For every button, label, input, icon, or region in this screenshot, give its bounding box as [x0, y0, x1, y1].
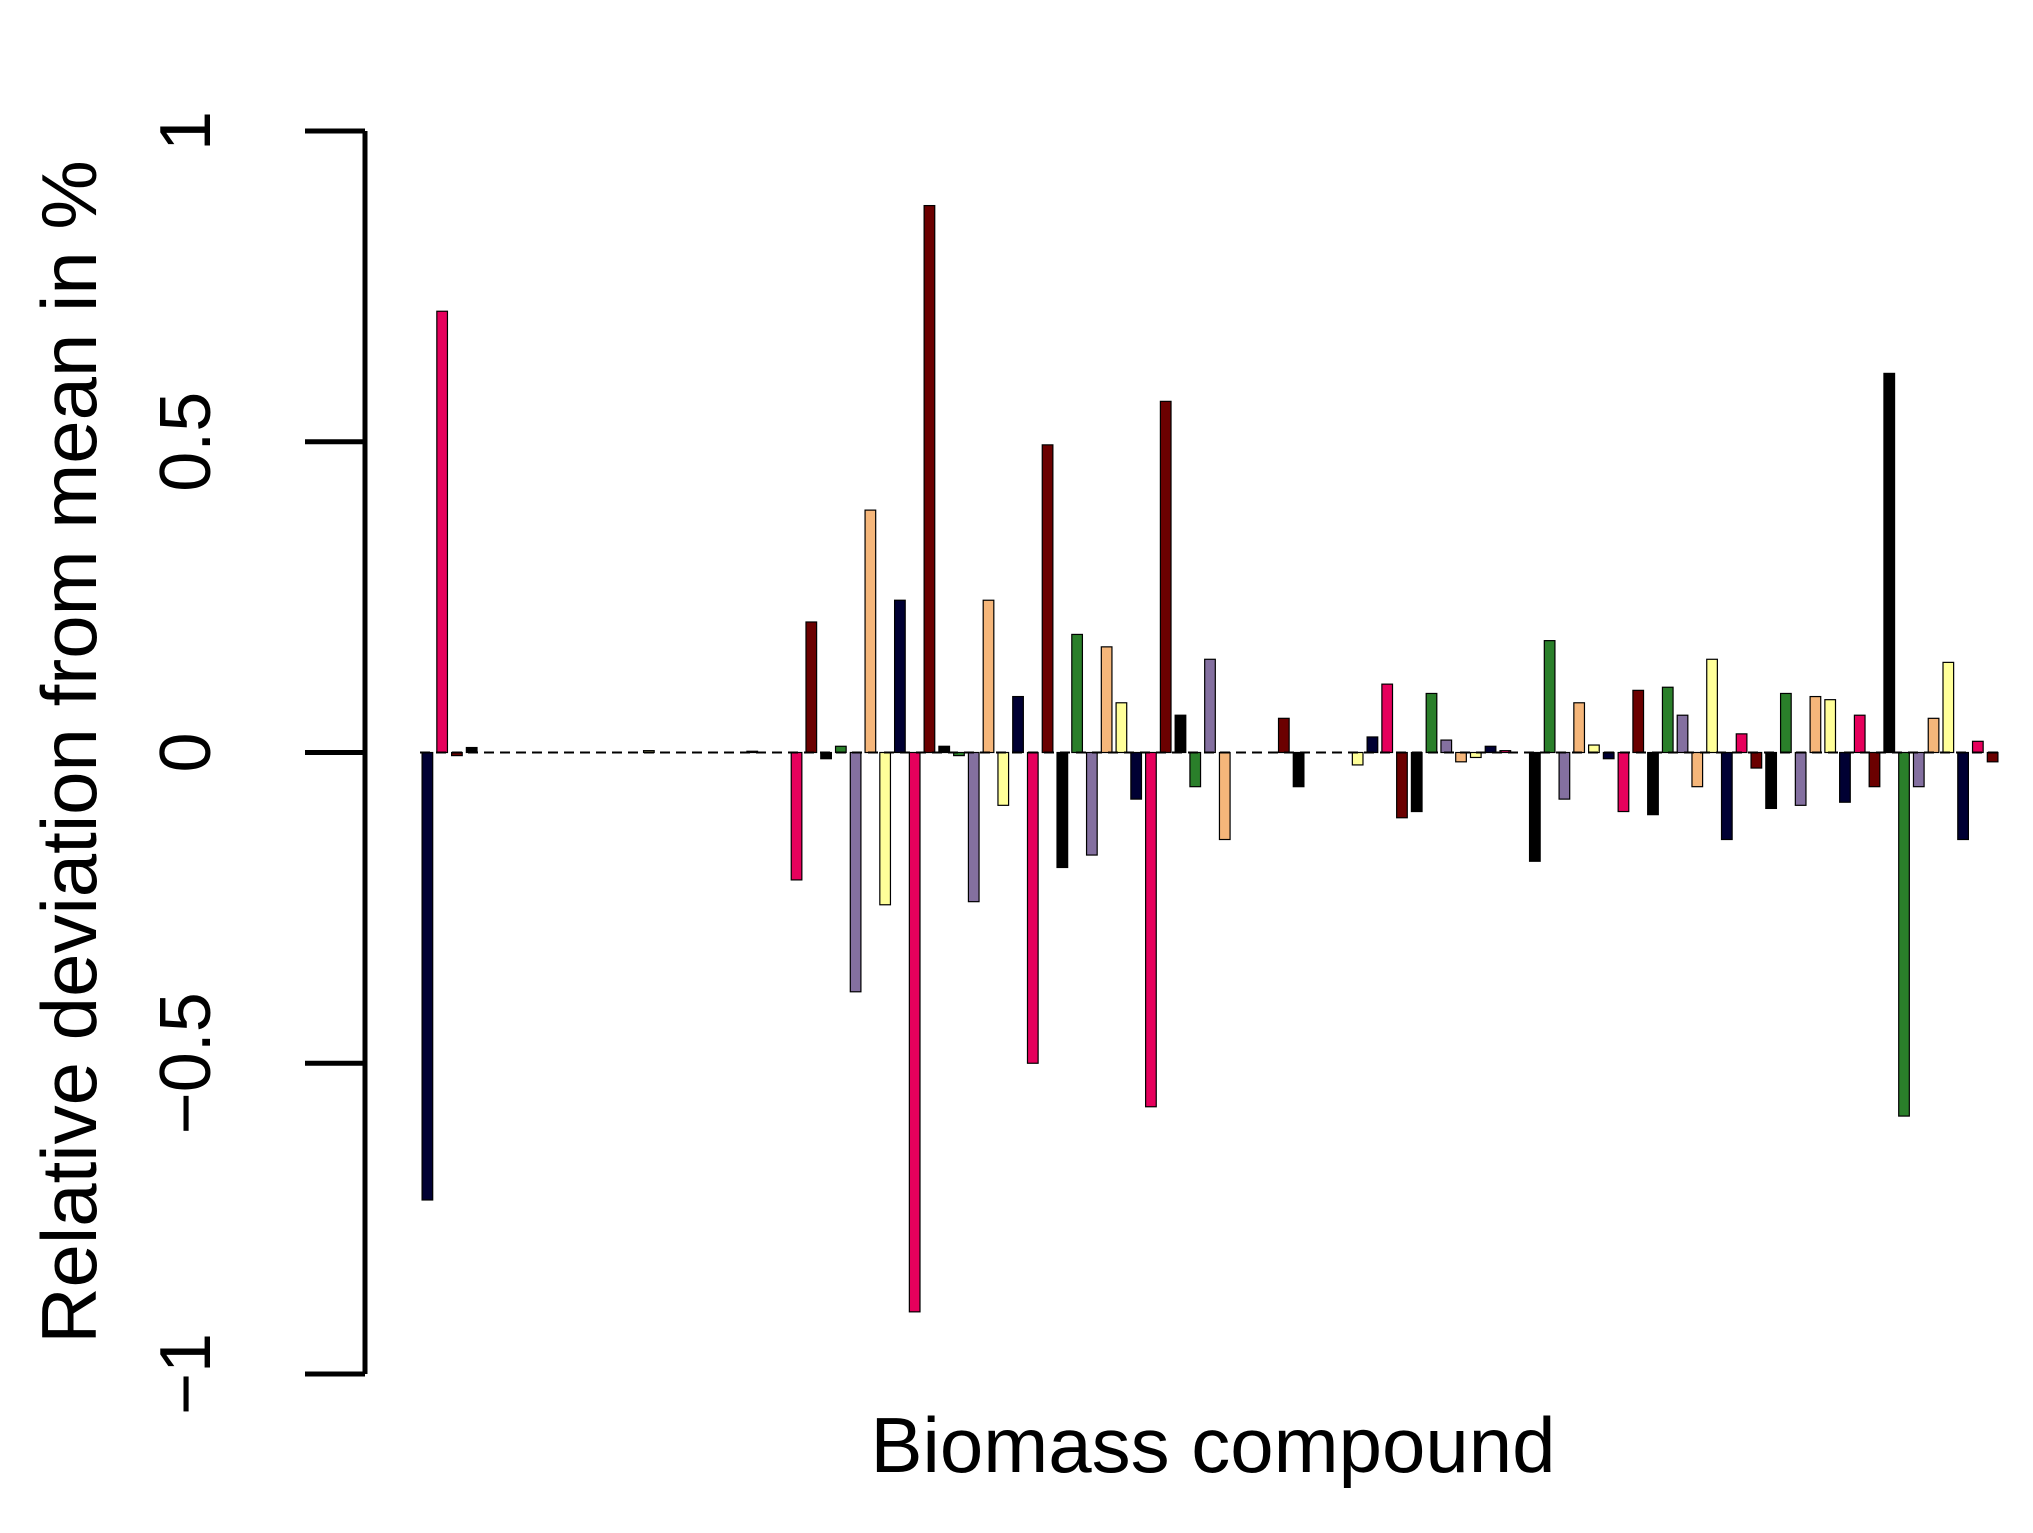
- bar-39: [982, 599, 995, 754]
- bar-84: [1647, 751, 1659, 816]
- y-tick-label: −1: [146, 1333, 226, 1415]
- bar-52: [1174, 714, 1187, 754]
- y-tick-label: 1: [146, 111, 226, 151]
- bar-95: [1809, 695, 1822, 754]
- bar-41: [1012, 695, 1024, 754]
- bar-92: [1765, 751, 1778, 810]
- bar-55: [1218, 751, 1231, 841]
- bar-48: [1115, 702, 1128, 754]
- bar-89: [1720, 751, 1733, 841]
- bar-40: [997, 751, 1010, 806]
- bar-26: [790, 751, 803, 881]
- bar-96: [1824, 699, 1837, 754]
- bar-1: [421, 751, 434, 1201]
- bar-86: [1676, 714, 1689, 754]
- bar-88: [1706, 658, 1718, 754]
- bar-38: [967, 751, 980, 903]
- bar-73: [1484, 745, 1497, 754]
- bar-51: [1159, 400, 1172, 754]
- bar-107: [1986, 751, 1999, 763]
- bar-72: [1469, 751, 1482, 759]
- bar-60: [1292, 751, 1305, 788]
- bar-98: [1853, 714, 1866, 754]
- bar-33: [893, 599, 906, 754]
- bar-59: [1277, 717, 1290, 754]
- bar-54: [1204, 658, 1216, 754]
- bar-69: [1425, 692, 1438, 754]
- bar-70: [1440, 739, 1453, 754]
- y-axis-title: Relative deviation from mean in %: [25, 160, 113, 1344]
- bar-93: [1779, 692, 1792, 754]
- bar-37: [953, 751, 965, 757]
- bar-82: [1617, 751, 1630, 813]
- bar-2: [436, 310, 449, 754]
- bar-32: [879, 751, 892, 906]
- bar-65: [1366, 736, 1379, 754]
- bar-31: [864, 509, 877, 754]
- bar-36: [938, 745, 951, 754]
- bar-35: [923, 204, 936, 754]
- bar-97: [1839, 751, 1851, 803]
- bar-50: [1145, 751, 1157, 1108]
- bar-99: [1868, 751, 1881, 788]
- bar-30: [849, 751, 862, 993]
- bar-90: [1735, 733, 1748, 754]
- bar-43: [1041, 444, 1054, 754]
- bar-34: [908, 751, 921, 1313]
- bar-49: [1130, 751, 1143, 800]
- y-tick-label: −0.5: [146, 992, 226, 1134]
- bar-79: [1573, 702, 1586, 754]
- bar-76: [1528, 751, 1541, 862]
- bar-64: [1351, 751, 1364, 766]
- bar-102: [1912, 751, 1925, 788]
- bar-101: [1898, 751, 1910, 1117]
- bar-94: [1794, 751, 1807, 806]
- bar-66: [1381, 683, 1394, 754]
- bar-44: [1056, 751, 1069, 869]
- y-tick-label: 0.5: [146, 392, 226, 492]
- bar-87: [1691, 751, 1704, 788]
- bar-91: [1750, 751, 1763, 769]
- bar-45: [1071, 633, 1084, 754]
- bar-77: [1543, 640, 1556, 754]
- y-tick-label: 0: [146, 732, 226, 772]
- bar-47: [1100, 646, 1113, 754]
- bar-67: [1396, 751, 1408, 819]
- bar-80: [1588, 744, 1600, 754]
- bar-103: [1927, 717, 1940, 754]
- bar-85: [1661, 686, 1674, 754]
- bar-53: [1189, 751, 1202, 788]
- bar-68: [1410, 751, 1423, 813]
- bar-104: [1942, 661, 1955, 754]
- bar-71: [1455, 751, 1467, 763]
- bar-78: [1558, 751, 1571, 800]
- bar-42: [1026, 751, 1039, 1064]
- bar-83: [1632, 689, 1645, 754]
- bar-46: [1085, 751, 1098, 856]
- bar-100: [1883, 372, 1896, 754]
- bar-105: [1957, 751, 1970, 841]
- bar-series: [421, 204, 1999, 1313]
- bar-106: [1971, 740, 1984, 754]
- bar-27: [805, 621, 818, 754]
- y-axis: 1 0.5 0 −0.5 −1: [146, 111, 368, 1415]
- x-axis-title: Biomass compound: [870, 1401, 1555, 1489]
